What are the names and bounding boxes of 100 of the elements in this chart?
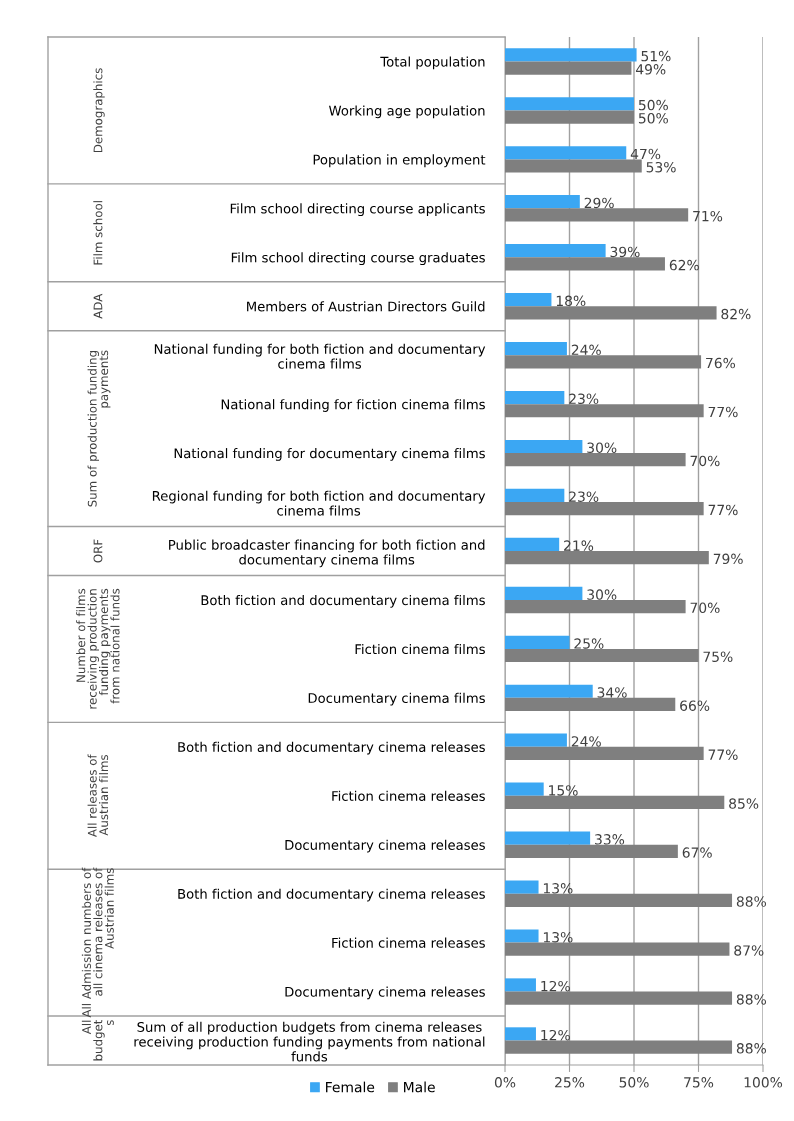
- bar: [505, 782, 544, 796]
- data-label: 25%: [574, 638, 604, 649]
- data-label: 66%: [680, 700, 710, 711]
- data-label: 75%: [703, 651, 733, 662]
- data-label: 71%: [693, 210, 723, 222]
- x-tick-label: 25%: [555, 1077, 585, 1088]
- text: ADA: [93, 293, 103, 319]
- text: Film school: [93, 201, 103, 265]
- data-label: 12%: [541, 1029, 570, 1041]
- y-tick-label: Public broadcaster financing for both fiction and documentary cinema films: [169, 539, 485, 568]
- data-label: 77%: [708, 504, 738, 516]
- bar: [505, 599, 686, 614]
- legend-label: Male: [404, 1081, 435, 1093]
- data-label: 15%: [549, 785, 578, 796]
- data-label: 13%: [543, 931, 573, 943]
- bar: [505, 439, 583, 454]
- data-label: 53%: [646, 161, 676, 173]
- bar: [505, 488, 565, 503]
- x-tick-label: 50%: [619, 1077, 649, 1088]
- data-label: 77%: [708, 406, 738, 418]
- data-label: 79%: [713, 553, 743, 565]
- bar: [505, 1040, 733, 1054]
- bar: [505, 733, 567, 747]
- bar: [505, 880, 539, 894]
- x-tick-label: 100%: [744, 1077, 783, 1088]
- text: All releases of Austrian films: [87, 754, 109, 838]
- x-tick-label: 0%: [494, 1077, 516, 1088]
- data-label: 33%: [595, 834, 625, 845]
- bar: [505, 293, 552, 307]
- y-tick-label: Both fiction and documentary cinema releases: [178, 741, 485, 755]
- data-label: 49%: [635, 64, 666, 75]
- bar: [505, 586, 583, 600]
- data-label: 24%: [571, 736, 601, 747]
- text: Demographics: [93, 68, 105, 153]
- y-tick-label: Working age population: [329, 105, 485, 119]
- bar: [505, 831, 591, 845]
- bar: [505, 684, 593, 698]
- bar: [505, 795, 725, 809]
- data-label: 88%: [736, 994, 767, 1005]
- data-label: 24%: [571, 344, 601, 356]
- bar: [505, 146, 627, 160]
- data-label: 29%: [584, 197, 614, 209]
- y-tick-label: Fiction cinema releases: [332, 937, 485, 948]
- data-label: 76%: [706, 357, 736, 369]
- data-label: 34%: [597, 687, 627, 698]
- bar: [505, 306, 717, 320]
- bar: [505, 551, 709, 565]
- data-label: 88%: [736, 896, 767, 907]
- y-tick-label: Documentary cinema releases: [285, 839, 485, 853]
- data-label: 23%: [569, 393, 599, 405]
- data-label: 23%: [569, 491, 599, 502]
- bar: [505, 195, 580, 209]
- data-label: 50%: [638, 99, 668, 111]
- y-tick-label: Members of Austrian Directors Guild: [247, 301, 485, 312]
- bar: [505, 978, 536, 992]
- data-label: 51%: [641, 50, 671, 62]
- data-label: 70%: [690, 602, 720, 614]
- bar: [505, 697, 676, 712]
- bar: [505, 97, 634, 111]
- bar: [505, 110, 634, 124]
- bar: [505, 648, 699, 663]
- y-tick-label: National funding for documentary cinema films: [174, 448, 485, 461]
- y-tick-label: Sum of all production budgets from cinema releases receiving production funding payments from national funds: [134, 1021, 485, 1062]
- data-label: 77%: [708, 749, 738, 760]
- data-label: 85%: [729, 798, 759, 809]
- bar: [505, 893, 733, 907]
- bar: [505, 635, 570, 649]
- bar: [505, 537, 560, 551]
- bar: [505, 844, 678, 858]
- bar: [505, 257, 665, 271]
- data-label: 50%: [638, 113, 668, 124]
- bar: [505, 159, 642, 173]
- data-label: 39%: [610, 246, 640, 258]
- bar: [505, 453, 686, 467]
- y-tick-label: Film school directing course graduates: [231, 252, 485, 266]
- bar: [505, 404, 704, 418]
- y-tick-label: Fiction cinema releases: [332, 790, 485, 801]
- bar: [505, 244, 606, 258]
- bar: [505, 502, 704, 516]
- data-label: 88%: [736, 1043, 767, 1054]
- legend-label: Female: [326, 1081, 375, 1093]
- bar: [505, 991, 733, 1005]
- bar: [505, 208, 689, 222]
- data-label: 13%: [543, 883, 573, 894]
- y-tick-label: Film school directing course applicants: [230, 203, 485, 217]
- data-label: 30%: [587, 589, 617, 600]
- data-label: 21%: [564, 540, 594, 551]
- y-tick-label: Both fiction and documentary cinema releases: [178, 888, 485, 902]
- data-label: 47%: [630, 148, 661, 160]
- bar: [505, 341, 567, 356]
- text: Number of films receiving production funding payments from national funds: [76, 588, 120, 709]
- y-tick-label: Total population: [380, 56, 485, 70]
- data-label: 70%: [690, 455, 720, 467]
- bar: [505, 355, 702, 369]
- data-label: 30%: [587, 442, 617, 453]
- y-tick-label: Population in employment: [313, 154, 486, 168]
- bar: [505, 1027, 536, 1041]
- y-tick-label: National funding for fiction cinema films: [221, 399, 485, 412]
- data-label: 87%: [734, 945, 764, 956]
- data-label: 18%: [556, 295, 586, 307]
